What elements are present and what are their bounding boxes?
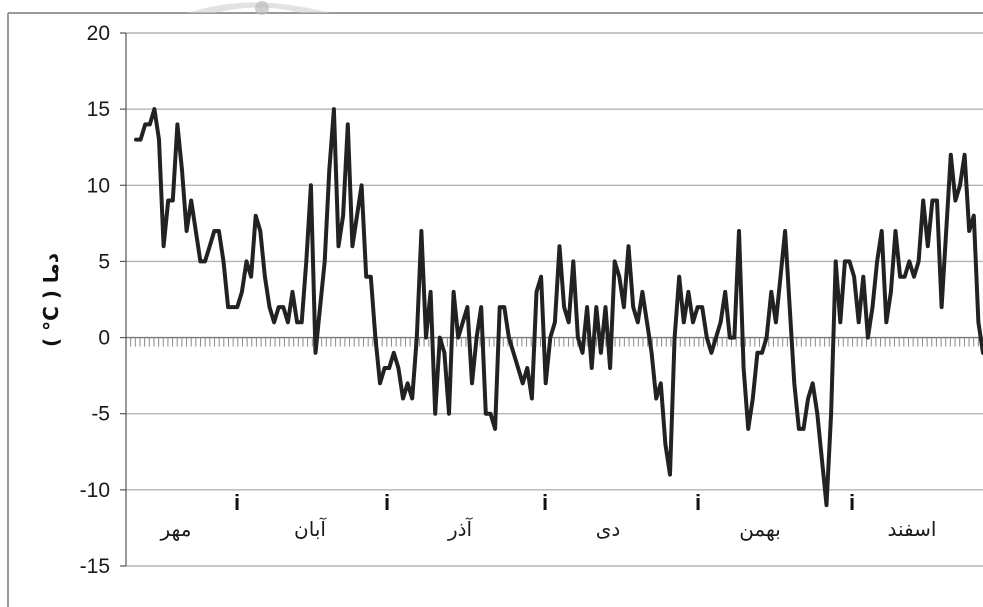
- y-tick-label: -5: [91, 403, 110, 426]
- y-tick-label: -10: [80, 479, 110, 502]
- month-separator: i: [384, 490, 390, 515]
- y-tick-label: 15: [87, 98, 110, 121]
- temperature-series-line: [134, 107, 983, 508]
- month-separator: i: [234, 490, 240, 515]
- month-separator: i: [849, 490, 855, 515]
- y-tick-label: 20: [87, 22, 110, 45]
- watermark-mark: [188, 2, 330, 13]
- month-label: بهمن: [739, 517, 781, 541]
- month-label: مهر: [160, 517, 192, 541]
- month-label: دی: [596, 517, 621, 541]
- month-label: اسفند: [888, 517, 937, 541]
- month-separator: i: [542, 490, 548, 515]
- y-tick-labels: 20 15 10 5 0 -5 -10 -15: [80, 22, 110, 578]
- month-labels: مهر آبان آذر دی بهمن اسفند: [160, 516, 937, 541]
- y-tick-label: 10: [87, 174, 110, 197]
- month-label: آذر: [447, 516, 474, 541]
- y-tick-label: 0: [98, 327, 110, 350]
- y-tick-label: -15: [80, 555, 110, 578]
- gridlines: [120, 32, 983, 567]
- y-axis-label: ( °C ) دما: [39, 253, 63, 347]
- zero-line-ticks: [125, 336, 983, 347]
- watermark-dot: [255, 1, 269, 15]
- month-label: آبان: [294, 516, 327, 541]
- y-tick-label: 5: [98, 250, 110, 273]
- month-separator: i: [695, 490, 701, 515]
